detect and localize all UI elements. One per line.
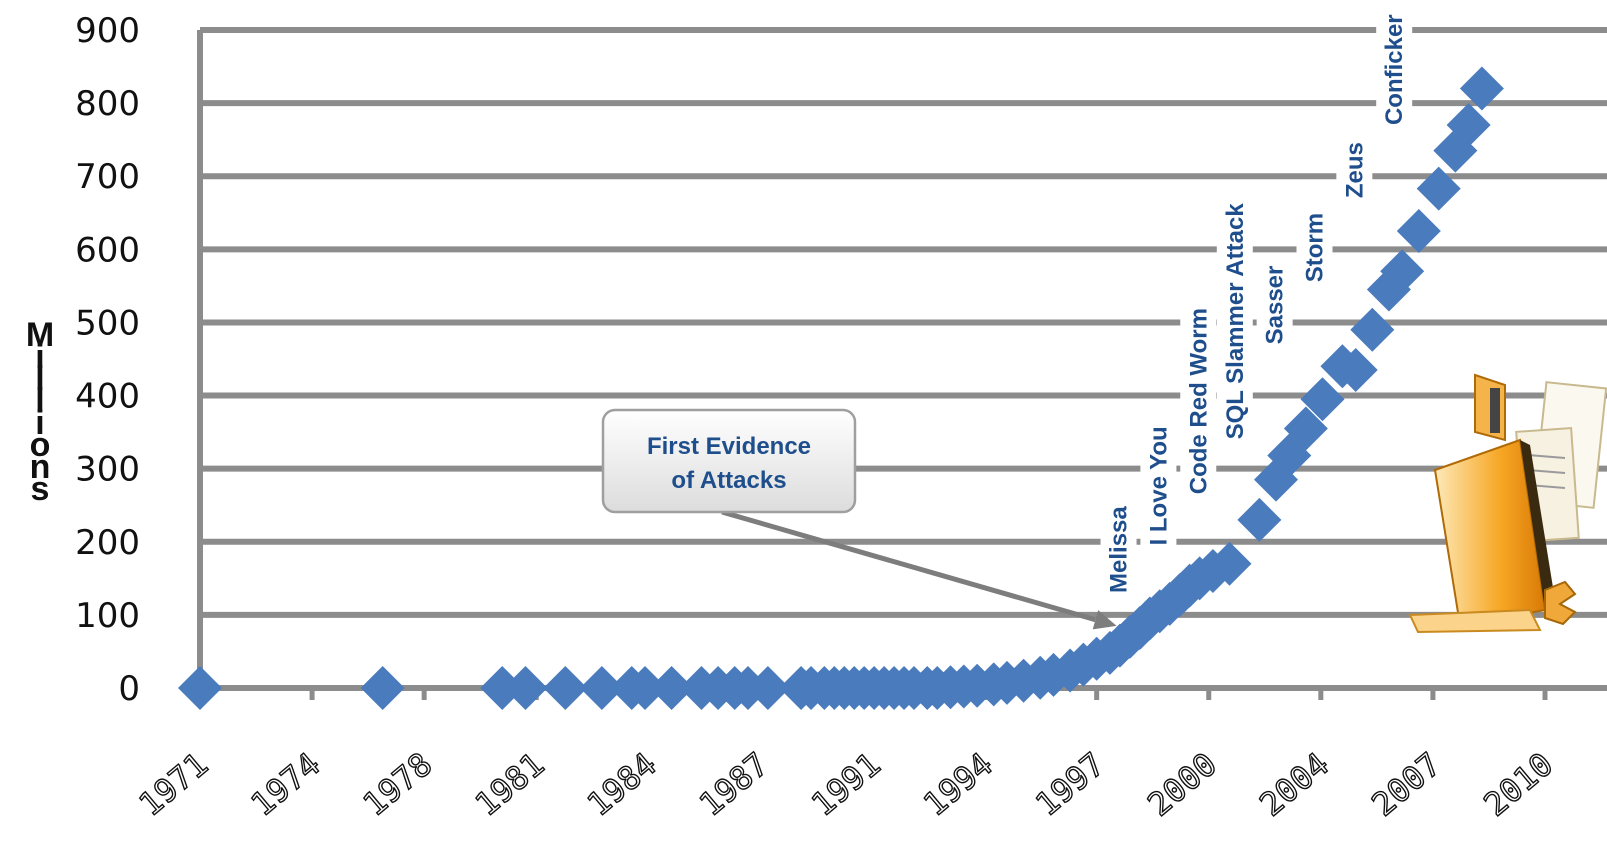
y-label-letter: s: [31, 470, 50, 508]
x-tick-1974: 1974: [244, 745, 327, 824]
event-label: Code Red Worm: [1185, 308, 1212, 494]
data-point-64: [1446, 103, 1491, 148]
event-label-bg: [1336, 136, 1373, 205]
first-evidence-callout: First Evidence of Attacks: [601, 408, 1117, 630]
data-point-8: [649, 666, 694, 710]
y-label-letter: i: [35, 404, 44, 442]
event-melissa: Melissa: [1100, 500, 1137, 599]
y-tick-0: 0: [118, 669, 140, 709]
callout-text-line1: First Evidence: [647, 433, 811, 460]
event-sasser: Sasser: [1256, 259, 1293, 351]
gridlines: [200, 27, 1607, 691]
data-point-2: [480, 666, 525, 710]
x-tick-2004: 2004: [1253, 745, 1336, 824]
callout-box: [601, 408, 857, 514]
data-point-54: [1283, 406, 1328, 451]
x-tick-2007: 2007: [1365, 745, 1448, 824]
callout-text-line2: of Attacks: [671, 467, 786, 494]
event-code-red-worm: Code Red Worm: [1180, 302, 1217, 501]
y-tick-600: 600: [75, 230, 140, 270]
event-label-bg: [1376, 8, 1413, 132]
event-zeus: Zeus: [1336, 136, 1373, 205]
data-point-3: [503, 666, 548, 710]
event-i-love-you: I Love You: [1140, 420, 1177, 552]
event-label: SQL Slammer Attack: [1222, 203, 1249, 440]
x-tick-1981: 1981: [468, 745, 551, 824]
event-label: I Love You: [1145, 426, 1172, 545]
x-tick-2000: 2000: [1140, 745, 1223, 824]
data-point-7: [623, 666, 668, 710]
x-tick-1971: 1971: [132, 745, 215, 824]
callout-arrow: [721, 509, 1097, 623]
x-tick-1978: 1978: [356, 745, 439, 824]
y-tick-300: 300: [75, 450, 140, 490]
data-point-1: [360, 666, 405, 710]
data-point-5: [579, 666, 624, 710]
y-tick-700: 700: [75, 157, 140, 197]
event-conficker: Conficker: [1376, 8, 1413, 132]
data-point-50: [1207, 541, 1252, 586]
event-label-bg: [1256, 259, 1293, 351]
event-label: Conficker: [1381, 14, 1408, 125]
data-point-57: [1333, 347, 1378, 392]
event-label: Sasser: [1262, 266, 1289, 345]
event-annotations: Melissa I Love You Code Red Worm SQL Slamme…: [1100, 8, 1413, 599]
data-point-4: [543, 666, 588, 710]
callout-arrow-head: [1092, 610, 1117, 630]
event-label-bg: [1140, 420, 1177, 552]
y-tick-800: 800: [75, 84, 140, 124]
y-label-letter: l: [35, 382, 44, 420]
data-point-61: [1396, 209, 1441, 254]
y-tick-400: 400: [75, 377, 140, 417]
x-tick-1987: 1987: [692, 745, 775, 824]
y-label-letter: l: [35, 360, 44, 398]
x-tick-1984: 1984: [580, 745, 663, 824]
x-tick-1997: 1997: [1028, 745, 1111, 824]
x-tick-1991: 1991: [804, 745, 887, 824]
y-tick-200: 200: [75, 523, 140, 563]
data-point-58: [1350, 307, 1395, 352]
event-label-bg: [1100, 500, 1137, 599]
x-tick-1994: 1994: [916, 745, 999, 824]
data-point-13: [745, 666, 790, 710]
event-storm: Storm: [1296, 206, 1333, 289]
data-point-65: [1459, 66, 1504, 111]
data-point-0: [178, 666, 222, 710]
data-point-62: [1416, 166, 1461, 211]
y-tick-labels: 0 100 200 300 400 500 600 700 800 900: [75, 11, 140, 709]
event-label-bg: [1180, 302, 1217, 501]
event-sql-slammer-attack: SQL Slammer Attack: [1216, 197, 1253, 446]
data-point-55: [1300, 377, 1345, 422]
data-points: [178, 66, 1504, 710]
x-tick-2010: 2010: [1477, 745, 1560, 824]
y-label-letter: n: [30, 448, 51, 486]
data-point-51: [1237, 497, 1282, 542]
event-label-bg: [1216, 197, 1253, 446]
event-label: Storm: [1301, 213, 1328, 282]
event-label-bg: [1296, 206, 1333, 289]
event-label: Zeus: [1341, 142, 1368, 198]
data-point-60: [1380, 249, 1425, 294]
y-tick-500: 500: [75, 303, 140, 343]
y-tick-100: 100: [75, 596, 140, 636]
y-tick-900: 900: [75, 11, 140, 51]
event-label: Melissa: [1106, 506, 1133, 593]
y-label-letter: M: [26, 316, 54, 354]
y-label-letter: i: [35, 338, 44, 376]
y-label-letter: o: [30, 426, 51, 464]
computer-illustration: [1408, 373, 1607, 634]
